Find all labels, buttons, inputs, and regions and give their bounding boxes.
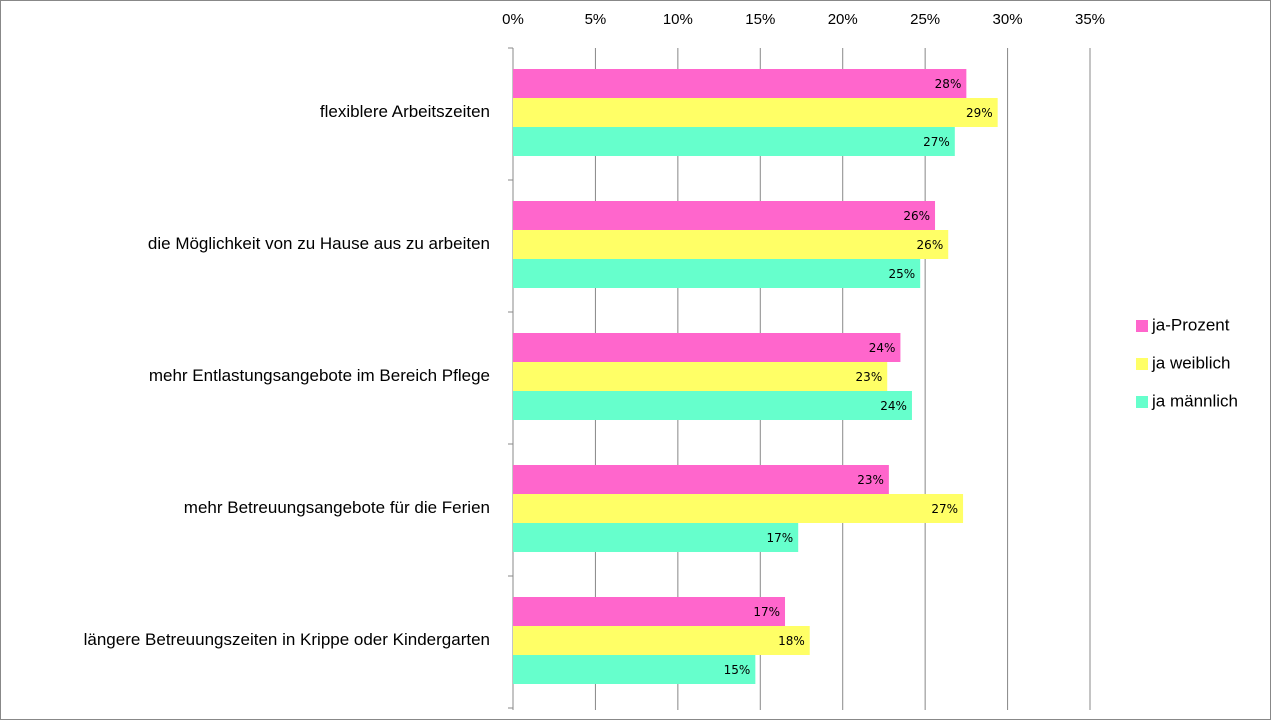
y-tick-label: mehr Betreuungsangebote für die Ferien (184, 498, 490, 517)
legend-label: ja männlich (1151, 391, 1238, 410)
data-label: 26% (903, 209, 930, 223)
data-label: 27% (931, 502, 958, 516)
bar (513, 523, 799, 552)
data-label: 23% (856, 370, 883, 384)
bar (513, 127, 955, 156)
data-label: 23% (857, 473, 884, 487)
x-tick-label: 10% (663, 11, 693, 28)
data-label: 18% (778, 634, 805, 648)
y-tick-label: die Möglichkeit von zu Hause aus zu arbe… (148, 234, 490, 253)
x-tick-label: 5% (585, 11, 607, 28)
bar (513, 494, 964, 523)
legend-label: ja weiblich (1151, 353, 1230, 372)
bar (513, 655, 756, 684)
data-label: 24% (869, 341, 896, 355)
bar (513, 230, 949, 259)
data-label: 17% (753, 605, 780, 619)
bar (513, 626, 810, 655)
x-tick-label: 20% (828, 11, 858, 28)
bar (513, 201, 936, 230)
data-label: 29% (966, 106, 993, 120)
x-tick-label: 0% (502, 11, 524, 28)
bar (513, 597, 786, 626)
x-tick-label: 25% (910, 11, 940, 28)
data-label: 25% (889, 267, 916, 281)
x-tick-label: 35% (1075, 11, 1105, 28)
legend-swatch (1136, 358, 1148, 370)
data-label: 15% (724, 663, 751, 677)
bar (513, 259, 921, 288)
data-label: 26% (917, 238, 944, 252)
bar (513, 69, 967, 98)
data-label: 27% (923, 135, 950, 149)
y-tick-label: längere Betreuungszeiten in Krippe oder … (84, 630, 490, 649)
y-tick-label: mehr Entlastungsangebote im Bereich Pfle… (149, 366, 490, 385)
x-tick-label: 15% (745, 11, 775, 28)
y-tick-label: flexiblere Arbeitszeiten (320, 102, 490, 121)
legend-label: ja-Prozent (1151, 315, 1230, 334)
bar (513, 362, 888, 391)
legend-swatch (1136, 396, 1148, 408)
x-tick-label: 30% (993, 11, 1023, 28)
bar (513, 98, 998, 127)
bar (513, 391, 912, 420)
data-label: 28% (935, 77, 962, 91)
legend-swatch (1136, 320, 1148, 332)
data-label: 17% (767, 531, 794, 545)
data-label: 24% (880, 399, 907, 413)
bar (513, 333, 901, 362)
bar (513, 465, 889, 494)
